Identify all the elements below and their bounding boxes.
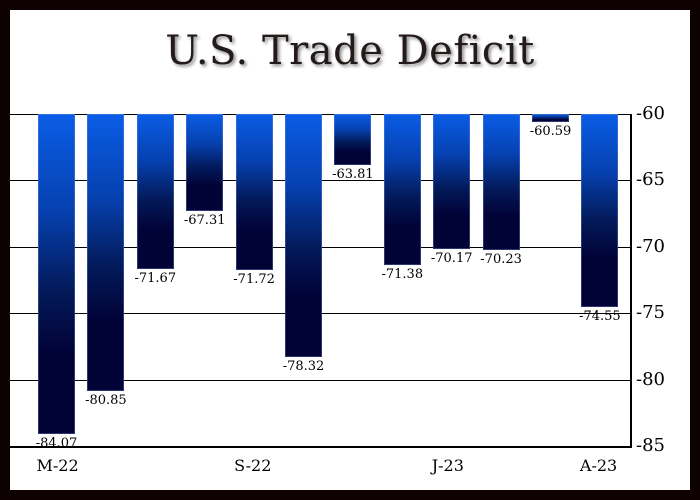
- bar: [235, 114, 273, 270]
- chart-title: U.S. Trade Deficit: [165, 28, 535, 74]
- bar: [38, 114, 75, 434]
- bar: [285, 114, 322, 358]
- bar-value-label: -71.72: [233, 271, 275, 287]
- y-tick-label: -65: [636, 169, 665, 191]
- gridline: [10, 379, 630, 381]
- y-tick-label: -85: [636, 435, 665, 456]
- plot-area: -84.07 -80.85 -71.67 -67.31 -71.72 -78.32 -63.…: [10, 114, 632, 451]
- bar: [482, 114, 520, 250]
- bar-value-label: -78.32: [282, 359, 325, 375]
- bar: [87, 114, 125, 391]
- bar: [186, 114, 224, 212]
- bar-value-label: -70.17: [430, 251, 473, 267]
- y-tick-label: -80: [636, 368, 665, 390]
- x-tick-label: M-22: [36, 456, 79, 475]
- bar-value-label: -80.85: [85, 392, 127, 408]
- bar: [136, 114, 174, 269]
- bar-value-label: -67.31: [183, 213, 226, 229]
- y-tick-label: -60: [636, 103, 665, 124]
- chart-panel: U.S. Trade Deficit -84.07 -80.85 -71.67 -67…: [10, 10, 690, 490]
- bar-value-label: -71.38: [381, 267, 424, 283]
- x-tick-label: S-22: [234, 456, 272, 475]
- y-tick-label: -70: [636, 235, 665, 257]
- bar: [581, 114, 619, 308]
- bar-value-label: -70.23: [480, 251, 522, 267]
- bar: [383, 114, 421, 266]
- y-tick-label: -75: [636, 302, 665, 324]
- bar-value-label: -63.81: [332, 166, 374, 182]
- bar-value-label: -74.55: [579, 309, 621, 325]
- bar-value-label: -84.07: [35, 435, 78, 451]
- bar-value-label: -71.67: [134, 270, 177, 286]
- bar: [532, 114, 569, 122]
- bar: [433, 114, 471, 250]
- bar: [334, 114, 372, 165]
- x-tick-label: A-23: [579, 456, 618, 475]
- x-tick-label: J-23: [431, 456, 464, 475]
- bar-value-label: -60.59: [529, 123, 572, 139]
